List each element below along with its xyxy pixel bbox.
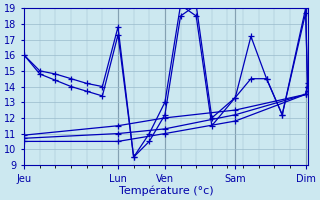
X-axis label: Température (°c): Température (°c) — [119, 185, 213, 196]
